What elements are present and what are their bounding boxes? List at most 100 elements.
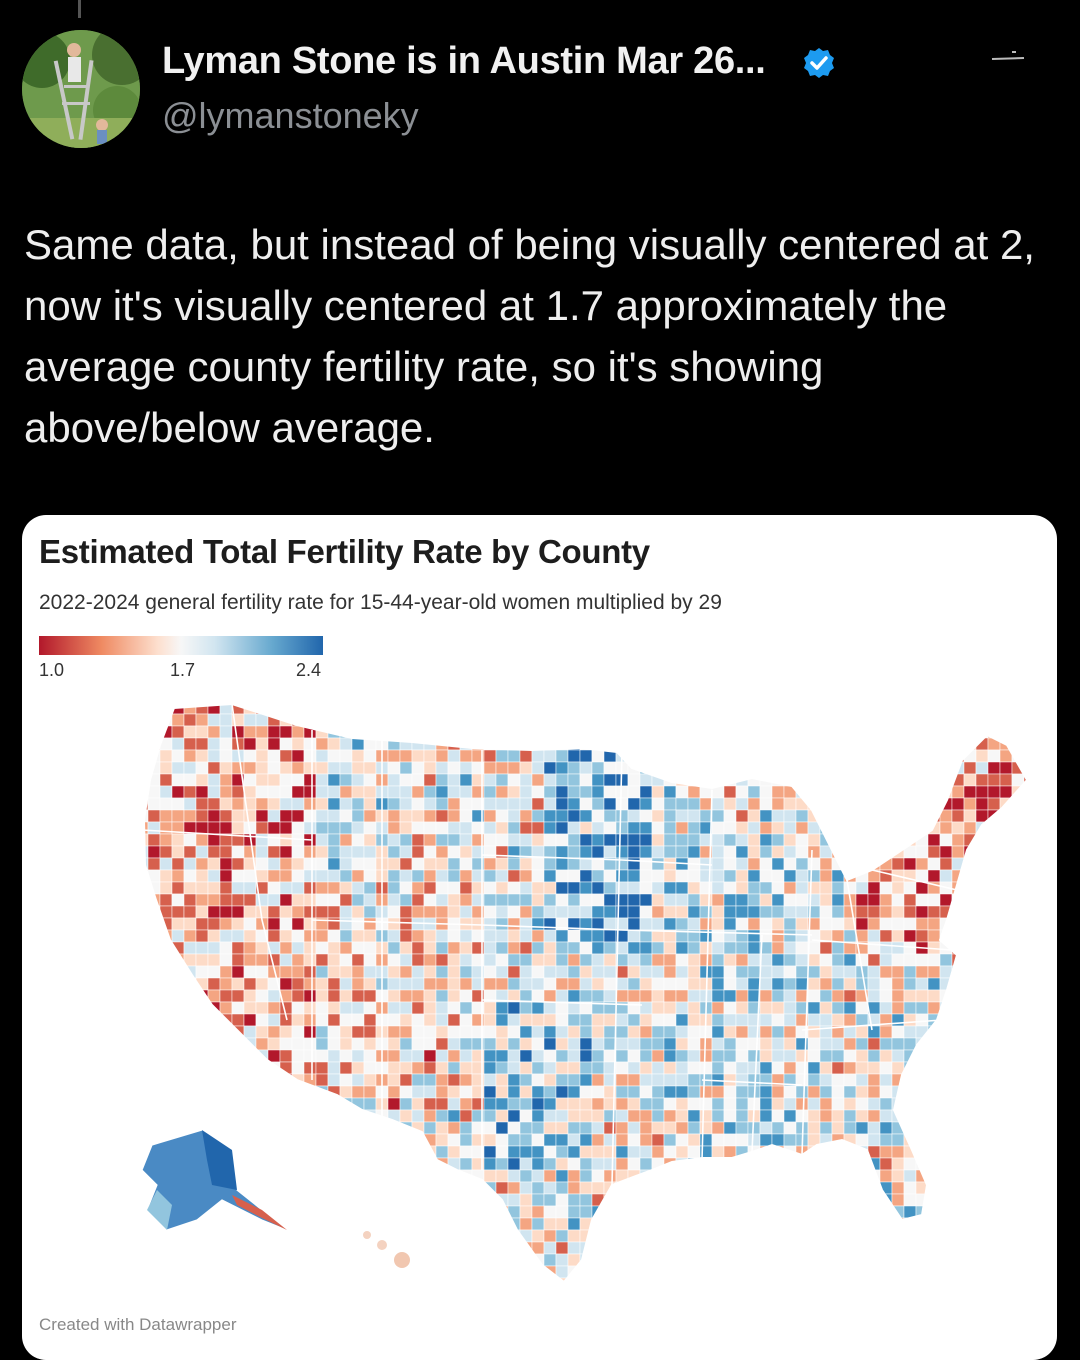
- county-tile: [615, 1037, 629, 1051]
- county-tile: [112, 834, 124, 846]
- county-tile: [867, 1061, 881, 1075]
- county-tile: [471, 1193, 485, 1207]
- county-tile: [387, 833, 401, 847]
- county-tile: [723, 1157, 737, 1171]
- county-tile: [939, 1181, 953, 1195]
- county-tile: [351, 917, 365, 931]
- county-tile: [124, 1230, 136, 1242]
- county-tile: [435, 1229, 449, 1243]
- county-tile: [567, 1181, 581, 1195]
- county-tile: [951, 1097, 965, 1111]
- county-tile: [495, 941, 509, 955]
- county-tile: [327, 953, 341, 967]
- county-tile: [699, 737, 713, 751]
- county-tile: [855, 1277, 869, 1282]
- more-options-icon[interactable]: [988, 50, 1028, 66]
- county-tile: [171, 773, 185, 787]
- county-tile: [207, 809, 221, 823]
- county-tile: [435, 1253, 449, 1267]
- county-tile: [327, 1253, 341, 1267]
- county-tile: [207, 1097, 221, 1111]
- county-tile: [219, 749, 233, 763]
- county-tile: [795, 1241, 809, 1255]
- county-tile: [783, 905, 797, 919]
- county-tile: [183, 1037, 197, 1051]
- county-tile: [399, 917, 413, 931]
- county-tile: [231, 1073, 245, 1087]
- county-tile: [279, 704, 293, 715]
- county-tile: [879, 785, 893, 799]
- county-tile: [567, 1217, 581, 1231]
- county-tile: [303, 1253, 317, 1267]
- county-choropleth-map[interactable]: [112, 690, 1052, 1290]
- county-tile: [627, 1193, 641, 1207]
- county-tile: [171, 1241, 185, 1255]
- county-tile: [711, 965, 725, 979]
- county-tile: [399, 1085, 413, 1099]
- county-tile: [255, 953, 269, 967]
- county-tile: [615, 1073, 629, 1087]
- county-tile: [1048, 930, 1052, 942]
- county-tile: [519, 1073, 533, 1087]
- county-tile: [723, 737, 737, 751]
- county-tile: [447, 1181, 461, 1195]
- county-tile: [627, 725, 641, 739]
- county-tile: [531, 1181, 545, 1195]
- county-tile: [112, 1278, 124, 1290]
- county-tile: [735, 1013, 749, 1027]
- county-tile: [144, 1181, 149, 1195]
- county-tile: [1036, 1086, 1048, 1098]
- county-tile: [399, 1193, 413, 1207]
- county-tile: [831, 1001, 845, 1015]
- county-tile: [483, 941, 497, 955]
- county-tile: [855, 1241, 869, 1255]
- county-tile: [939, 953, 953, 967]
- county-tile: [903, 737, 917, 751]
- county-tile: [891, 749, 905, 763]
- author-handle[interactable]: @lymanstoneky: [162, 95, 419, 136]
- county-tile: [124, 714, 136, 726]
- county-tile: [915, 1217, 929, 1231]
- county-tile: [387, 797, 401, 811]
- county-tile: [291, 977, 305, 991]
- county-tile: [963, 725, 977, 739]
- county-tile: [879, 1001, 893, 1015]
- chart-card[interactable]: Estimated Total Fertility Rate by County…: [22, 515, 1057, 1360]
- county-tile: [951, 1025, 965, 1039]
- county-tile: [1011, 821, 1025, 835]
- chart-credit[interactable]: Created with Datawrapper: [39, 1315, 237, 1334]
- county-tile: [543, 977, 557, 991]
- county-tile: [831, 725, 845, 739]
- county-tile: [723, 1217, 737, 1231]
- county-tile: [159, 704, 173, 715]
- county-tile: [543, 1277, 557, 1282]
- county-tile: [699, 1205, 713, 1219]
- county-tile: [964, 690, 976, 702]
- county-tile: [351, 1001, 365, 1015]
- county-tile: [1023, 773, 1027, 787]
- county-tile: [795, 749, 809, 763]
- county-tile: [591, 881, 605, 895]
- county-tile: [843, 737, 857, 751]
- county-tile: [687, 1193, 701, 1207]
- author-name[interactable]: Lyman Stone is in Austin Mar 26...: [162, 40, 766, 82]
- avatar[interactable]: [22, 30, 140, 148]
- county-tile: [759, 1133, 773, 1147]
- county-tile: [1011, 833, 1025, 847]
- county-tile: [351, 1157, 365, 1171]
- county-tile: [1036, 906, 1048, 918]
- county-tile: [831, 1061, 845, 1075]
- county-tile: [315, 809, 329, 823]
- county-tile: [915, 809, 929, 823]
- county-tile: [124, 966, 136, 978]
- county-tile: [1036, 786, 1048, 798]
- county-tile: [639, 1013, 653, 1027]
- county-tile: [927, 845, 941, 859]
- county-tile: [603, 737, 617, 751]
- county-tile: [243, 809, 257, 823]
- county-tile: [459, 713, 473, 727]
- county-tile: [879, 905, 893, 919]
- county-tile: [423, 1013, 437, 1027]
- county-tile: [687, 977, 701, 991]
- county-tile: [735, 809, 749, 823]
